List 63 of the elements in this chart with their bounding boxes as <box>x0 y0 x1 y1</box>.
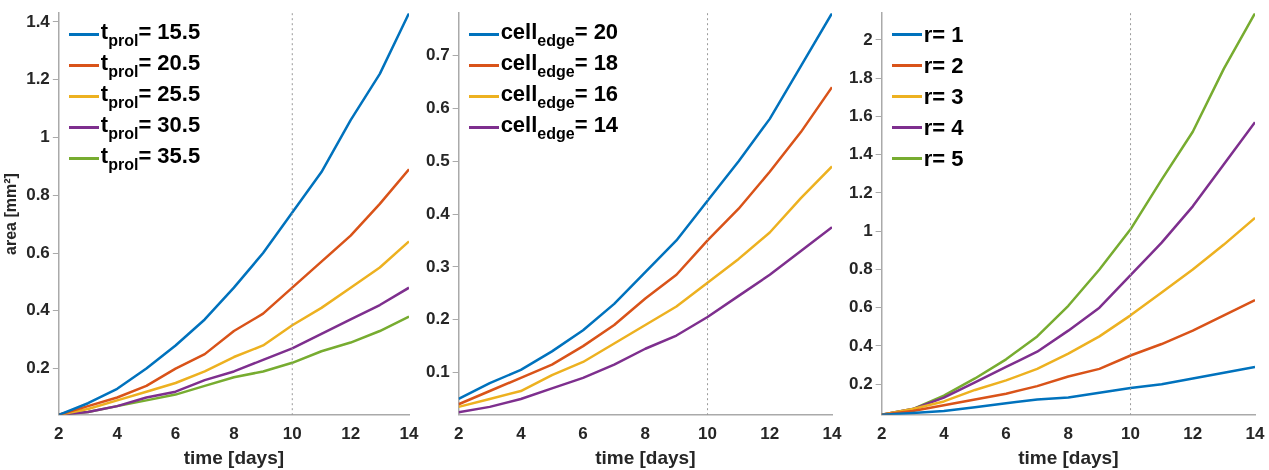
y-tick-label: 0.6 <box>26 242 50 262</box>
x-tick-label: 6 <box>578 423 588 443</box>
legend-label: r= 1 <box>923 21 964 47</box>
x-tick-label: 10 <box>1121 423 1141 443</box>
y-tick-label: 1.4 <box>26 11 51 31</box>
x-tick-label: 10 <box>698 423 718 443</box>
legend-label: t$_{prol}$= 35.5 <box>100 142 201 173</box>
y-tick-label: 0.4 <box>425 203 451 223</box>
y-tick-label: 0.6 <box>848 297 873 317</box>
y-tick-label: 0.2 <box>848 373 873 393</box>
x-tick-label: 2 <box>876 423 887 443</box>
y-tick-label: 0.3 <box>425 256 450 276</box>
legend-label: cell$_{edge}$= 16 <box>500 80 619 111</box>
y-tick-label: 0.1 <box>425 362 450 382</box>
x-tick-label: 14 <box>1245 423 1265 443</box>
x-tick-label: 4 <box>112 423 123 443</box>
y-tick-label: 0.6 <box>425 98 450 117</box>
y-tick-label: 1 <box>863 220 873 240</box>
y-tick-label: 0.2 <box>26 358 50 378</box>
x-tick-label: 14 <box>822 423 842 443</box>
x-axis-title: time [days] <box>595 446 696 468</box>
x-tick-label: 6 <box>1001 423 1011 443</box>
y-tick-label: 1.2 <box>848 182 873 202</box>
x-tick-label: 8 <box>229 423 239 443</box>
y-tick-label: 0.5 <box>425 150 450 170</box>
y-tick-label: 1 <box>40 127 50 147</box>
legend-label: r= 3 <box>923 83 964 109</box>
y-tick-label: 0.2 <box>425 309 450 329</box>
x-tick-label: 10 <box>282 423 302 443</box>
y-tick-label: 1.4 <box>848 144 874 164</box>
x-tick-label: 12 <box>760 423 780 443</box>
y-tick-label: 0.4 <box>26 300 51 320</box>
x-axis-title: time [days] <box>183 446 285 468</box>
x-tick-label: 2 <box>453 423 464 443</box>
legend-label: t$_{prol}$= 20.5 <box>100 49 201 80</box>
legend-label: cell$_{edge}$= 18 <box>500 49 619 80</box>
x-tick-label: 14 <box>399 423 419 443</box>
legend-label: r= 4 <box>923 114 964 140</box>
legend-label: cell$_{edge}$= 14 <box>500 111 619 142</box>
legend-label: r= 5 <box>923 145 964 171</box>
y-axis-title: area [mm²] <box>2 173 20 255</box>
x-tick-label: 8 <box>1063 423 1074 443</box>
x-tick-label: 4 <box>939 423 950 443</box>
y-tick-label: 0.8 <box>26 184 50 204</box>
x-tick-label: 4 <box>516 423 527 443</box>
x-axis-title: time [days] <box>1018 446 1119 468</box>
y-tick-label: 0.4 <box>848 335 874 355</box>
legend-label: t$_{prol}$= 30.5 <box>100 111 201 142</box>
y-tick-label: 1.6 <box>848 106 873 126</box>
y-tick-label: 0.8 <box>848 259 873 279</box>
legend-label: t$_{prol}$= 15.5 <box>100 18 201 49</box>
x-tick-label: 12 <box>1183 423 1203 443</box>
legend-label: t$_{prol}$= 25.5 <box>100 80 201 111</box>
y-tick-label: 2 <box>863 29 873 49</box>
legend-label: cell$_{edge}$= 20 <box>500 18 619 49</box>
legend-label: r= 2 <box>923 52 964 78</box>
y-tick-label: 0.7 <box>425 45 450 65</box>
x-tick-label: 12 <box>341 423 361 443</box>
y-tick-label: 1.8 <box>848 67 873 87</box>
x-tick-label: 8 <box>640 423 651 443</box>
x-tick-label: 6 <box>170 423 181 443</box>
y-tick-label: 1.2 <box>26 69 50 89</box>
x-tick-label: 2 <box>54 423 64 443</box>
